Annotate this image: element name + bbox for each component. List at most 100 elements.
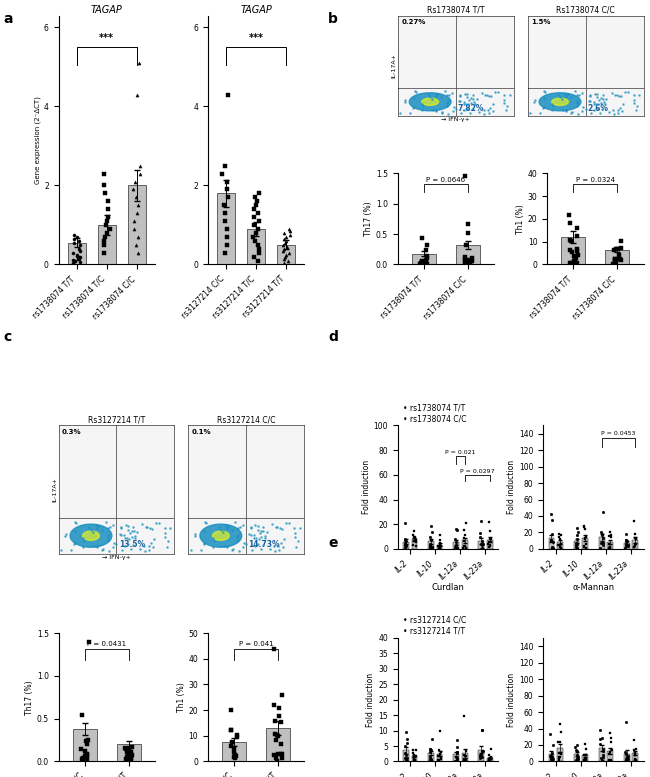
Bar xyxy=(574,754,579,761)
Point xyxy=(554,539,565,552)
Point xyxy=(555,91,566,103)
Point xyxy=(400,542,411,554)
Point xyxy=(540,86,551,99)
Point xyxy=(249,529,259,542)
Point xyxy=(436,753,447,765)
Point xyxy=(424,540,435,552)
Point xyxy=(433,750,443,762)
Point xyxy=(450,103,461,115)
Point xyxy=(160,531,170,543)
Point xyxy=(222,223,232,235)
Point xyxy=(569,255,580,267)
Point xyxy=(292,535,303,547)
Point xyxy=(159,527,170,539)
Point xyxy=(274,702,284,714)
Point xyxy=(462,88,473,100)
Point xyxy=(226,723,236,736)
Point xyxy=(630,538,640,551)
Point xyxy=(126,525,136,538)
Point xyxy=(621,716,631,728)
Point xyxy=(486,751,496,763)
Point xyxy=(254,527,265,539)
Point xyxy=(595,106,605,119)
Point xyxy=(604,745,615,758)
Point xyxy=(68,236,79,249)
Point xyxy=(395,106,406,119)
Point xyxy=(595,738,605,751)
Point xyxy=(125,527,135,539)
Point xyxy=(579,754,590,766)
Point xyxy=(566,235,577,248)
Point xyxy=(454,89,465,101)
Text: 7.82%: 7.82% xyxy=(458,104,484,113)
Point xyxy=(452,542,462,555)
Point xyxy=(70,537,80,549)
Point xyxy=(606,754,617,767)
Point xyxy=(553,737,564,749)
Point xyxy=(268,749,279,761)
Point xyxy=(475,749,486,761)
Point xyxy=(250,531,260,544)
Point xyxy=(100,231,110,243)
Point xyxy=(91,519,101,531)
Point xyxy=(499,94,509,106)
Point xyxy=(567,246,577,258)
Point xyxy=(572,753,582,765)
Point xyxy=(460,257,470,270)
Point xyxy=(439,85,450,98)
Point xyxy=(545,749,555,761)
Point xyxy=(488,105,498,117)
Point xyxy=(502,99,512,112)
Point xyxy=(620,86,630,99)
Point xyxy=(467,92,478,105)
Point xyxy=(451,536,462,549)
Point xyxy=(476,751,487,763)
Point xyxy=(411,744,421,757)
Point xyxy=(437,106,447,119)
Point xyxy=(611,89,621,102)
Point xyxy=(271,521,281,534)
Point xyxy=(630,532,641,545)
Point xyxy=(571,539,581,552)
Point xyxy=(262,525,272,538)
Point xyxy=(130,532,140,545)
Point xyxy=(605,541,616,553)
Text: • rs1738074 C/C: • rs1738074 C/C xyxy=(402,414,466,423)
Point xyxy=(484,748,494,761)
Point xyxy=(444,89,454,101)
Point xyxy=(486,751,496,764)
Point xyxy=(525,106,536,119)
Point xyxy=(399,96,410,108)
Point xyxy=(435,528,445,541)
Point xyxy=(556,726,566,739)
Point xyxy=(229,742,239,754)
Point xyxy=(289,531,300,543)
Point xyxy=(131,239,141,251)
Point xyxy=(418,258,428,270)
Point xyxy=(621,754,631,767)
Point xyxy=(476,542,486,555)
Point xyxy=(201,517,211,530)
Bar xyxy=(562,237,586,264)
Point xyxy=(592,88,603,100)
Point xyxy=(459,754,469,766)
Point xyxy=(410,534,421,546)
Point xyxy=(277,751,287,764)
Point xyxy=(129,214,139,227)
Point xyxy=(276,716,286,729)
Point xyxy=(547,542,558,555)
Point xyxy=(102,214,112,227)
Point xyxy=(573,89,584,101)
Point xyxy=(604,529,614,542)
Point xyxy=(547,755,557,768)
Point xyxy=(478,103,489,116)
Point xyxy=(571,230,582,242)
Title: TAGAP: TAGAP xyxy=(240,5,272,15)
Point xyxy=(254,532,264,545)
Point xyxy=(402,737,412,749)
Point xyxy=(554,747,564,759)
Point xyxy=(408,539,419,552)
Point xyxy=(631,754,642,766)
Text: ***: *** xyxy=(248,33,264,44)
Point xyxy=(565,256,575,269)
